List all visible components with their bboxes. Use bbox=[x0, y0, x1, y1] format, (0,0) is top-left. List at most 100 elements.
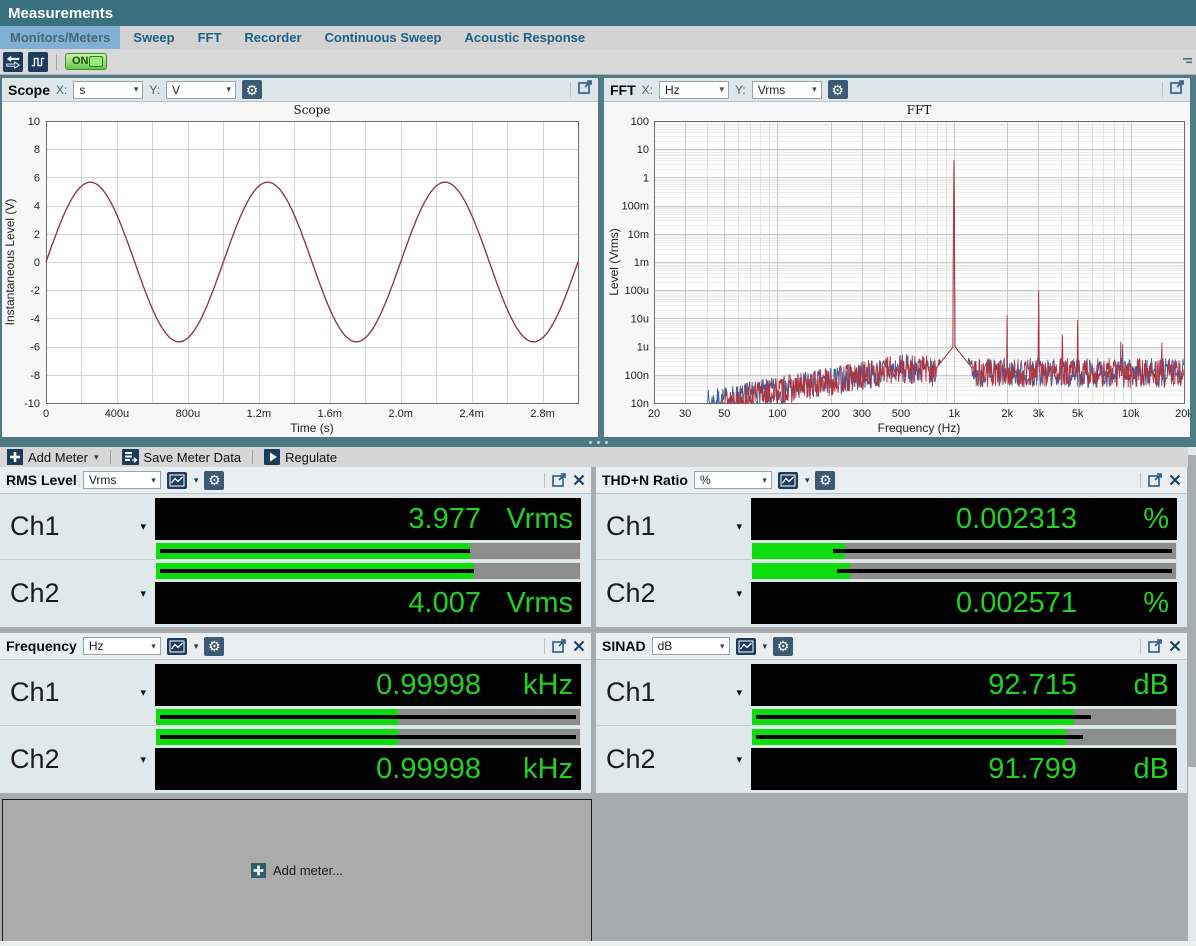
gear-icon[interactable]: ⚙ bbox=[204, 637, 224, 656]
tab-fft[interactable]: FFT bbox=[188, 26, 232, 49]
gear-icon[interactable]: ⚙ bbox=[773, 637, 793, 656]
close-icon[interactable] bbox=[1169, 474, 1181, 486]
popout-icon[interactable] bbox=[1148, 639, 1162, 653]
toolbar-overflow-button[interactable] bbox=[1182, 53, 1193, 71]
unit-select[interactable]: %▾ bbox=[694, 471, 772, 489]
svg-text:10k: 10k bbox=[1122, 408, 1140, 420]
meter-graph-button[interactable] bbox=[778, 472, 798, 489]
popout-icon[interactable] bbox=[552, 639, 566, 653]
fft-panel-title: FFT bbox=[610, 82, 636, 98]
gear-icon[interactable]: ⚙ bbox=[828, 80, 848, 99]
toolbar-separator bbox=[56, 54, 57, 70]
add-meter-dropzone[interactable]: Add meter... bbox=[2, 799, 592, 942]
toolbar-separator bbox=[110, 450, 111, 464]
chevron-down-icon: ▾ bbox=[715, 84, 728, 95]
measurement-tabbar: Monitors/MetersSweepFFTRecorderContinuou… bbox=[0, 26, 1196, 49]
gear-icon[interactable]: ⚙ bbox=[204, 471, 224, 490]
meters-scrollbar[interactable] bbox=[1188, 447, 1196, 941]
svg-text:0: 0 bbox=[34, 257, 40, 269]
chevron-down-icon: ▾ bbox=[140, 753, 146, 766]
channel-selector-ch1[interactable]: Ch1▾ bbox=[0, 660, 155, 726]
meter-unit: dB bbox=[1077, 753, 1169, 786]
meter-display-ch1: 0.99998kHz bbox=[155, 664, 581, 706]
meter-body: Ch1▾Ch2▾0.002313%0.002571% bbox=[596, 494, 1187, 627]
channel-selector-ch1[interactable]: Ch1▾ bbox=[596, 660, 751, 726]
svg-text:2.4m: 2.4m bbox=[459, 408, 483, 420]
tab-monitors-meters[interactable]: Monitors/Meters bbox=[0, 26, 120, 49]
gear-icon[interactable]: ⚙ bbox=[242, 80, 262, 99]
meter-value: 0.99998 bbox=[376, 753, 481, 786]
meter-unit: dB bbox=[1077, 669, 1169, 702]
meter-graph-button[interactable] bbox=[736, 638, 756, 655]
channel-selector-ch2[interactable]: Ch2▾ bbox=[596, 726, 751, 792]
svg-text:4: 4 bbox=[34, 201, 40, 213]
meter-value: 4.007 bbox=[408, 587, 481, 620]
unit-select[interactable]: dB▾ bbox=[652, 637, 730, 655]
chevron-down-icon: ▾ bbox=[94, 452, 99, 463]
close-icon[interactable] bbox=[573, 640, 585, 652]
svg-text:Scope: Scope bbox=[294, 103, 331, 117]
meter-value: 92.715 bbox=[988, 669, 1077, 702]
chevron-down-icon: ▾ bbox=[223, 84, 236, 95]
scrollbar-thumb[interactable] bbox=[1188, 455, 1196, 767]
channel-selector-ch2[interactable]: Ch2▾ bbox=[0, 560, 155, 626]
meter-bar-peak-stripe bbox=[756, 715, 1091, 719]
tab-acoustic-response[interactable]: Acoustic Response bbox=[455, 26, 596, 49]
svg-text:30: 30 bbox=[679, 408, 691, 420]
on-toggle-knob bbox=[89, 56, 104, 67]
chevron-down-icon: ▾ bbox=[758, 475, 771, 486]
svg-text:300: 300 bbox=[853, 408, 871, 420]
horizontal-splitter[interactable] bbox=[0, 437, 1196, 447]
tab-recorder[interactable]: Recorder bbox=[234, 26, 311, 49]
svg-text:10u: 10u bbox=[631, 313, 649, 325]
svg-text:100: 100 bbox=[631, 116, 649, 128]
unit-select[interactable]: Vrms▾ bbox=[83, 471, 161, 489]
scope-y-unit-select[interactable]: V ▾ bbox=[166, 81, 236, 99]
meter-bar-ch2 bbox=[155, 728, 581, 746]
add-meter-button[interactable]: Add Meter ▾ bbox=[4, 449, 102, 465]
popout-icon[interactable] bbox=[578, 80, 592, 99]
channel-selector-ch1[interactable]: Ch1▾ bbox=[0, 494, 155, 560]
header-actions bbox=[1140, 473, 1181, 488]
regulate-button[interactable]: Regulate bbox=[261, 449, 340, 465]
chevron-down-icon: ▾ bbox=[130, 84, 143, 95]
meter-title: Frequency bbox=[6, 638, 77, 654]
fft-x-unit-select[interactable]: Hz ▾ bbox=[659, 81, 729, 99]
unit-select[interactable]: Hz▾ bbox=[83, 637, 161, 655]
meter-bar-peak-stripe bbox=[837, 569, 1172, 573]
generator-on-button[interactable]: ON bbox=[65, 53, 107, 70]
fft-y-unit-select[interactable]: Vrms ▾ bbox=[752, 81, 822, 99]
scope-x-unit-select[interactable]: s ▾ bbox=[73, 81, 143, 99]
popout-icon[interactable] bbox=[1148, 473, 1162, 487]
channel-selector-ch2[interactable]: Ch2▾ bbox=[0, 726, 155, 792]
save-meter-data-button[interactable]: Save Meter Data bbox=[119, 449, 245, 465]
tab-sweep[interactable]: Sweep bbox=[123, 26, 184, 49]
fft-chart: 2030501002003005001k2k3k5k10k20k10010110… bbox=[604, 102, 1190, 437]
scope-panel-title: Scope bbox=[8, 82, 50, 98]
tab-continuous-sweep[interactable]: Continuous Sweep bbox=[315, 26, 452, 49]
meter-bar-ch1 bbox=[751, 542, 1177, 560]
popout-icon[interactable] bbox=[1170, 80, 1184, 99]
gear-icon[interactable]: ⚙ bbox=[815, 471, 835, 490]
svg-text:100u: 100u bbox=[625, 285, 649, 297]
popout-icon[interactable] bbox=[552, 473, 566, 487]
io-signal-path-icon[interactable] bbox=[3, 52, 23, 72]
meter-graph-button[interactable] bbox=[167, 472, 187, 489]
svg-text:1.2m: 1.2m bbox=[247, 408, 271, 420]
svg-text:Instantaneous Level (V): Instantaneous Level (V) bbox=[3, 199, 17, 326]
header-separator bbox=[1162, 82, 1163, 97]
close-icon[interactable] bbox=[573, 474, 585, 486]
meter-graph-button[interactable] bbox=[167, 638, 187, 655]
meter-display-ch1: 0.002313% bbox=[751, 498, 1177, 540]
close-icon[interactable] bbox=[1169, 640, 1181, 652]
chevron-down-icon: ▾ bbox=[736, 520, 742, 533]
svg-text:800u: 800u bbox=[176, 408, 200, 420]
channel-labels: Ch1▾Ch2▾ bbox=[0, 494, 155, 627]
meter-value: 0.002571 bbox=[956, 587, 1077, 620]
channel-selector-ch2[interactable]: Ch2▾ bbox=[596, 560, 751, 626]
channel-selector-ch1[interactable]: Ch1▾ bbox=[596, 494, 751, 560]
header-separator bbox=[1140, 639, 1141, 654]
meter-title: THD+N Ratio bbox=[602, 472, 688, 488]
signal-generator-icon[interactable] bbox=[28, 52, 48, 72]
channel-label: Ch1 bbox=[606, 677, 656, 708]
